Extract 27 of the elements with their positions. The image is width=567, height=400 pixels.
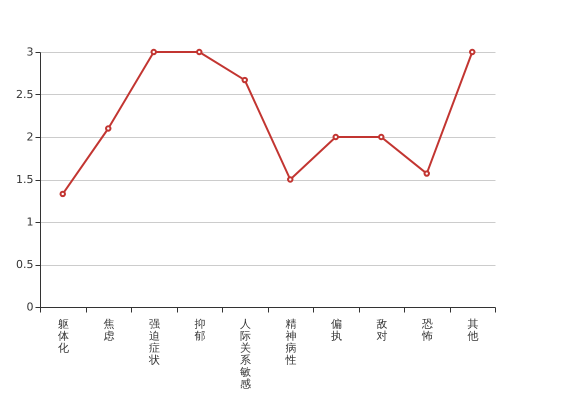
y-tick-label: 0 [26,300,34,314]
point [378,134,384,140]
point [150,48,157,56]
point [60,190,66,198]
point [469,48,476,56]
x-tick-label: 精神病性 [284,318,296,366]
x-tick-label: 敌对 [376,318,388,342]
point [287,176,294,183]
point [242,76,248,84]
x-tick-label: 偏执 [330,318,342,342]
point [105,125,112,132]
point [196,48,202,56]
y-tick-label: 1 [26,216,34,228]
y-tick-label: 1.5 [16,173,34,186]
x-tick-label: 人际关系敏感 [240,318,251,390]
x-tick-label: 恐怖 [420,318,433,342]
y-tick-label: 0.5 [16,258,34,271]
x-tick-label: 抑郁 [194,318,206,342]
x-tick-label: 强迫症状 [148,318,160,366]
point [424,170,430,177]
x-tick-label: 其他 [467,318,478,342]
y-tick-label: 2.5 [16,88,34,101]
x-tick-label: 焦虑 [103,318,114,342]
y-tick-label: 2 [26,130,34,144]
x-tick-label: 躯体化 [58,318,69,354]
point [332,134,339,140]
y-tick-label: 3 [26,46,34,58]
